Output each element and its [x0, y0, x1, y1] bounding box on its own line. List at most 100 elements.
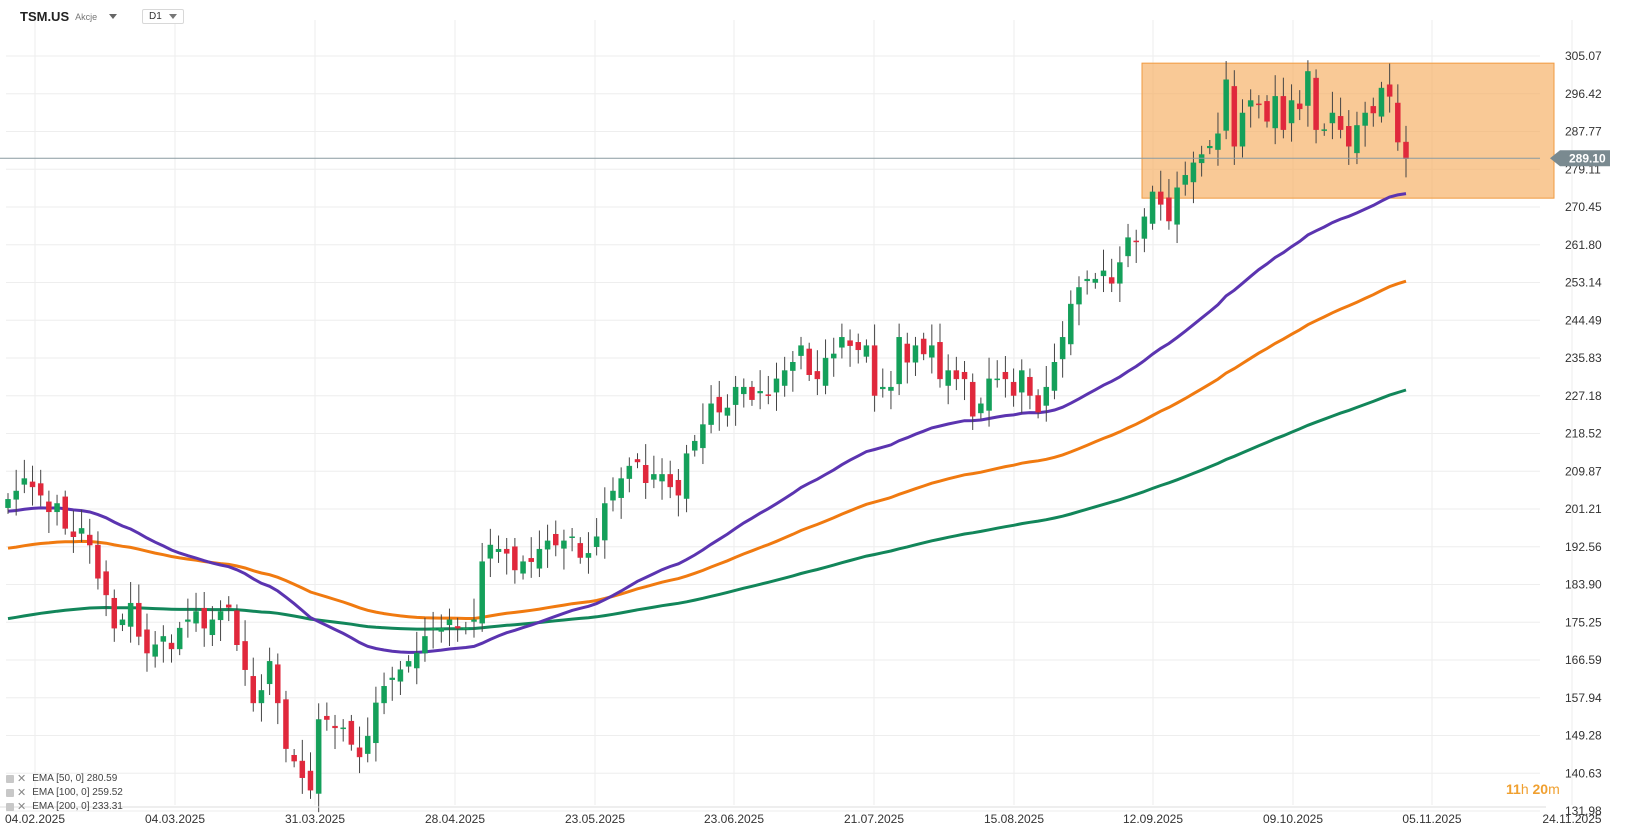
- candle-body: [732, 386, 739, 405]
- settings-icon[interactable]: [6, 775, 14, 783]
- indicator-legend: ✕ EMA [50, 0] 280.59 ✕ EMA [100, 0] 259.52…: [6, 772, 123, 814]
- candle: [561, 529, 567, 570]
- candle: [814, 350, 821, 396]
- candle-body: [1386, 84, 1393, 97]
- candle-body: [1329, 112, 1336, 124]
- candle: [618, 467, 624, 519]
- instrument-header[interactable]: TSM.US Akcje: [20, 9, 118, 24]
- candle-body: [749, 386, 755, 400]
- settings-icon[interactable]: [6, 789, 14, 797]
- candle: [1149, 185, 1156, 230]
- candle: [634, 453, 641, 469]
- candle: [1264, 95, 1270, 128]
- candle-body: [234, 610, 240, 645]
- candle: [1362, 101, 1368, 147]
- candle-body: [307, 770, 314, 791]
- candle-body: [503, 548, 510, 554]
- candle: [1084, 270, 1090, 295]
- ema-200-line: [7, 388, 1407, 631]
- candle: [724, 394, 731, 427]
- candle: [21, 459, 28, 494]
- close-icon[interactable]: ✕: [17, 773, 27, 785]
- candle-body: [176, 627, 183, 650]
- legend-row-ema-50[interactable]: ✕ EMA [50, 0] 280.59: [6, 772, 123, 786]
- candle-body: [553, 533, 559, 546]
- candle: [569, 528, 575, 552]
- candle: [1100, 249, 1107, 293]
- candle: [1337, 97, 1344, 139]
- legend-label-ema-50: EMA [50, 0] 280.59: [32, 773, 118, 784]
- candle-body: [152, 644, 158, 657]
- candle-body: [1108, 277, 1115, 284]
- candle: [54, 494, 60, 526]
- candle: [340, 719, 346, 742]
- x-tick-label: 24.11.2025: [1542, 812, 1601, 826]
- candle: [830, 337, 837, 377]
- candle-body: [283, 699, 289, 749]
- candle: [806, 342, 812, 381]
- candle: [765, 375, 772, 405]
- timeframe-select[interactable]: D1: [142, 9, 184, 24]
- candle-body: [250, 676, 257, 704]
- candle: [1272, 75, 1278, 145]
- candle: [46, 490, 52, 533]
- candle-body: [1059, 337, 1066, 360]
- candle: [1117, 246, 1123, 303]
- candle-body: [1288, 100, 1295, 124]
- chevron-down-icon[interactable]: [109, 14, 118, 19]
- legend-label-ema-100: EMA [100, 0] 259.52: [32, 787, 123, 798]
- candle: [1378, 81, 1385, 123]
- candle-body: [757, 391, 763, 394]
- settings-icon[interactable]: [6, 803, 14, 811]
- x-tick-label: 23.06.2025: [704, 812, 764, 826]
- candle: [773, 362, 780, 411]
- candle: [781, 356, 788, 397]
- candle: [683, 444, 690, 513]
- y-tick-label: 235.83: [1565, 351, 1602, 365]
- candle-body: [266, 661, 273, 685]
- close-icon[interactable]: ✕: [17, 787, 27, 799]
- candle: [1313, 69, 1319, 144]
- candle-body: [961, 371, 968, 380]
- candle: [1010, 368, 1017, 407]
- candle-body: [814, 371, 821, 380]
- candle-body: [1362, 112, 1368, 126]
- candle-timer: 11h 20m: [1506, 781, 1560, 797]
- candle-body: [1378, 87, 1385, 117]
- candle-body: [87, 534, 93, 546]
- candle-body: [438, 627, 445, 632]
- candle-body: [888, 386, 894, 391]
- candle: [1125, 223, 1131, 268]
- candle: [986, 357, 992, 427]
- candle-body: [1190, 162, 1197, 183]
- candle: [945, 354, 951, 405]
- candle: [136, 584, 142, 646]
- candle-body: [1051, 362, 1058, 391]
- candle: [978, 397, 984, 420]
- candle: [585, 532, 592, 574]
- candle: [397, 660, 404, 696]
- candle: [1280, 77, 1287, 139]
- close-icon[interactable]: ✕: [17, 801, 27, 813]
- candle: [929, 324, 935, 374]
- candle: [1133, 229, 1139, 263]
- candle-body: [822, 357, 829, 386]
- candle: [463, 621, 469, 635]
- candle: [871, 324, 878, 412]
- chevron-down-icon: [169, 14, 177, 19]
- candle-body: [773, 378, 780, 393]
- candle-body: [847, 340, 853, 346]
- x-tick-label: 28.04.2025: [425, 812, 485, 826]
- candle: [29, 465, 36, 506]
- candle-body: [1157, 191, 1164, 205]
- candle-body: [953, 370, 960, 380]
- legend-row-ema-200[interactable]: ✕ EMA [200, 0] 233.31: [6, 800, 123, 814]
- y-tick-label: 305.07: [1565, 49, 1602, 63]
- candle-body: [1264, 101, 1270, 122]
- legend-row-ema-100[interactable]: ✕ EMA [100, 0] 259.52: [6, 786, 123, 800]
- candle-body: [1215, 133, 1221, 150]
- y-tick-label: 166.59: [1565, 653, 1602, 667]
- candle: [961, 361, 968, 401]
